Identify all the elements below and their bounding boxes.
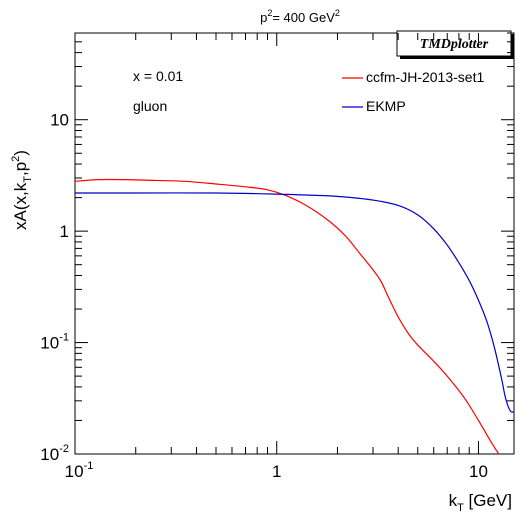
title-base: p [260,10,267,25]
y-axis-label: xA(x,kT,p2) [10,150,34,230]
xlabel-sub: T [457,502,464,514]
x-tick-label: 1 [272,462,281,481]
series-line-ccfm [75,178,500,454]
tmdplotter-badge: TMDplotter [396,30,514,59]
y-tick-label: 10-2 [40,443,69,464]
series-lines [75,178,514,454]
ylabel-part-0: xA(x,k [11,182,30,230]
ylabel-part-4: ) [11,150,30,156]
ylabel-part-2: ,p [11,162,30,176]
chart-title: p2= 400 GeV2 [260,8,340,25]
xlabel-rest: [GeV] [464,491,512,510]
y-tick-label: 1 [60,222,69,241]
xlabel-base: k [449,491,458,510]
title-sup: 2 [267,8,272,18]
title-rest: = 400 GeV [272,10,335,25]
series-line-ekmp [75,192,514,413]
x-tick-label: 10 [469,462,488,481]
annotation-x: x = 0.01 [133,68,183,84]
axis-ticks [74,32,514,455]
ylabel-part-1: T [22,176,34,183]
legend: ccfm-JH-2013-set1 EKMP [342,69,484,114]
legend-label-ekmp: EKMP [366,98,406,114]
y-tick-label: 10-1 [40,332,69,353]
y-tick-label: 10 [50,111,69,130]
annotation-parton: gluon [133,98,167,114]
x-axis-label: kT [GeV] [449,491,512,514]
legend-label-ccfm: ccfm-JH-2013-set1 [366,69,484,85]
badge-text: TMDplotter [420,37,489,52]
x-tick-label: 10-1 [65,460,94,481]
badge-box [396,30,512,57]
ylabel-part-3: 2 [10,156,22,162]
title-sup2: 2 [335,8,340,18]
plot-frame [74,32,515,455]
